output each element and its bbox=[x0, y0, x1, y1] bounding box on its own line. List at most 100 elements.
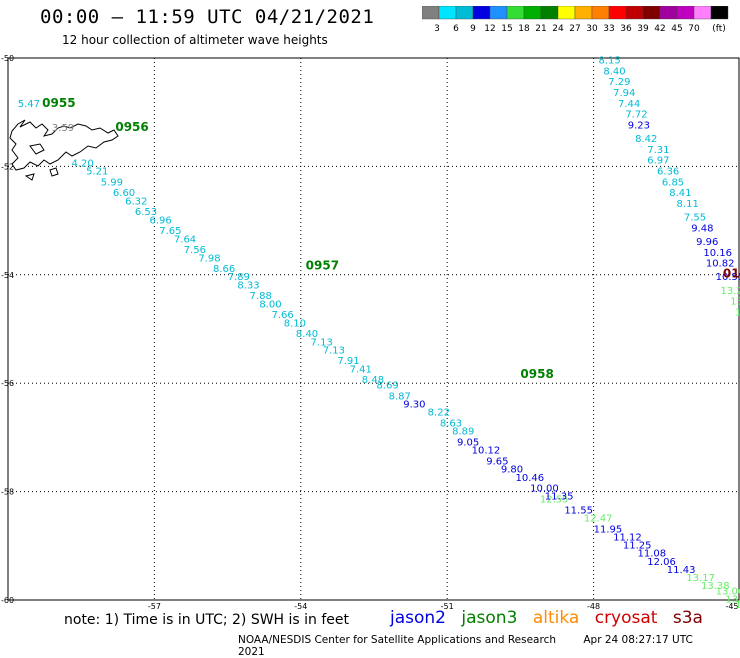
swh-value: 7.55 bbox=[684, 213, 706, 224]
footer: NOAA/NESDIS Center for Satellite Applica… bbox=[238, 634, 740, 658]
swh-value: 10.16 bbox=[703, 248, 732, 259]
swh-value: 7.41 bbox=[350, 364, 372, 375]
satellite-s3a: s3a bbox=[672, 608, 703, 628]
swh-value: 7.94 bbox=[613, 88, 635, 99]
legend-tick: 15 bbox=[501, 24, 512, 34]
swh-value: 9.30 bbox=[403, 400, 425, 411]
swh-value: 8.33 bbox=[237, 280, 259, 291]
swh-value: 8.00 bbox=[259, 299, 281, 310]
legend-tick: 33 bbox=[603, 24, 614, 34]
swh-value: 7.72 bbox=[625, 110, 647, 121]
swh-value: 8.42 bbox=[635, 134, 657, 145]
legend-tick: 45 bbox=[671, 24, 682, 34]
page-subtitle: 12 hour collection of altimeter wave hei… bbox=[62, 33, 328, 47]
color-legend: 3 6 9 12 15 18 21 24 27 30 33 36 39 42 45 70 (ft) bbox=[422, 6, 729, 34]
swh-value: 11.35 bbox=[545, 492, 574, 503]
longitude-label: -45 bbox=[725, 602, 738, 610]
swh-value: 8.40 bbox=[603, 66, 625, 77]
swh-value: 9.23 bbox=[628, 120, 650, 131]
swh-value: 6.85 bbox=[662, 177, 684, 188]
swh-value: 7.13 bbox=[311, 337, 333, 348]
swh-value: 13.06 bbox=[716, 587, 740, 598]
swh-value: 8.22 bbox=[428, 408, 450, 419]
swh-value: 13.29 bbox=[720, 286, 740, 297]
longitude-label: -57 bbox=[148, 602, 161, 610]
satellite-altika: altika bbox=[532, 608, 580, 628]
legend-tick: 24 bbox=[552, 24, 564, 34]
swh-value: 8.69 bbox=[376, 381, 398, 392]
longitude-label: -54 bbox=[294, 602, 307, 610]
swh-value: 11.95 bbox=[594, 524, 623, 535]
wave-height-map[interactable]: -57 -54 -51 -48 -45 -50 -52 -54 -56 -58 -60 5.47 3.5… bbox=[0, 0, 740, 610]
swh-value: 5.47 bbox=[18, 99, 40, 110]
legend-swatch bbox=[710, 6, 729, 20]
swh-value: 9.96 bbox=[696, 237, 718, 248]
satellite-jason2: jason2 bbox=[390, 608, 446, 628]
swh-value: 11.55 bbox=[564, 505, 593, 516]
legend-tick: 39 bbox=[637, 24, 649, 34]
swh-value: 9.65 bbox=[486, 457, 508, 468]
longitude-label: -48 bbox=[587, 602, 600, 610]
swh-value: 4.20 bbox=[71, 158, 93, 169]
swh-value: 8.63 bbox=[440, 419, 462, 430]
legend-tick: 12 bbox=[484, 24, 495, 34]
swh-value: 6.97 bbox=[647, 156, 669, 167]
swh-value: 13.38 bbox=[701, 581, 730, 592]
swh-value: 8.11 bbox=[677, 199, 699, 210]
swh-value: 6.53 bbox=[135, 207, 157, 218]
swh-value: 7.88 bbox=[250, 291, 272, 302]
swh-value: 10.12 bbox=[472, 446, 501, 457]
latitude-label: -58 bbox=[1, 488, 14, 497]
page-title: 00:00 – 11:59 UTC 04/21/2021 bbox=[40, 6, 375, 28]
latitude-label: -52 bbox=[1, 162, 14, 171]
swh-value: 11.43 bbox=[667, 565, 696, 576]
latitude-label: -60 bbox=[1, 596, 14, 605]
swh-value: 7.31 bbox=[647, 145, 669, 156]
swh-value: 10.82 bbox=[706, 259, 735, 270]
swh-value: 6.96 bbox=[150, 215, 172, 226]
legend-unit: (ft) bbox=[712, 24, 726, 34]
swh-value: 8.41 bbox=[669, 188, 691, 199]
legend-tick: 6 bbox=[453, 24, 459, 34]
legend-tick: 36 bbox=[620, 24, 632, 34]
swh-value: 10.46 bbox=[516, 473, 545, 484]
legend-tick: 9 bbox=[470, 24, 476, 34]
swh-value: 8.87 bbox=[389, 391, 411, 402]
falkland-small-islands bbox=[24, 143, 59, 181]
swh-value: 7.13 bbox=[323, 345, 345, 356]
falkland-islands-coastline bbox=[9, 119, 119, 171]
swh-value: 7.44 bbox=[618, 99, 640, 110]
swh-value: 7.29 bbox=[608, 77, 630, 88]
pass-time-label: 015 bbox=[723, 267, 740, 281]
swh-value: 7.91 bbox=[337, 356, 359, 367]
legend-tick: 42 bbox=[654, 24, 665, 34]
swh-value: 8.66 bbox=[213, 264, 235, 275]
legend-tick: 21 bbox=[535, 24, 546, 34]
swh-value: 8.89 bbox=[452, 427, 474, 438]
swh-value: 7.66 bbox=[272, 310, 294, 321]
swh-value: 12.78 bbox=[735, 307, 740, 318]
swh-value: 6.36 bbox=[657, 167, 679, 178]
swh-value: 5.99 bbox=[101, 177, 123, 188]
legend-tick: 3 bbox=[434, 24, 440, 34]
legend-tick: 27 bbox=[569, 24, 580, 34]
swh-value: 11.25 bbox=[623, 541, 652, 552]
swh-value: 7.56 bbox=[184, 245, 206, 256]
map-frame bbox=[7, 57, 740, 601]
swh-value: 13.42 bbox=[730, 297, 740, 308]
pass-time-label: 0958 bbox=[520, 367, 553, 381]
swh-value: 7.64 bbox=[174, 234, 196, 245]
swh-value: 5.21 bbox=[86, 167, 108, 178]
swh-value: 3.59 bbox=[52, 123, 74, 134]
swh-value: 8.48 bbox=[362, 375, 384, 386]
latitude-label: -50 bbox=[1, 54, 14, 63]
swh-value: 6.32 bbox=[125, 196, 147, 207]
swh-value: 13.17 bbox=[686, 573, 715, 584]
legend-tick: 18 bbox=[518, 24, 530, 34]
swh-value: 10.55 bbox=[716, 272, 740, 283]
swh-value: 8.40 bbox=[296, 329, 318, 340]
swh-value: 10.00 bbox=[530, 484, 559, 495]
swh-value: 13.30 bbox=[725, 595, 740, 606]
swh-value: 7.98 bbox=[198, 253, 220, 264]
swh-value: 12.55 bbox=[540, 494, 569, 505]
